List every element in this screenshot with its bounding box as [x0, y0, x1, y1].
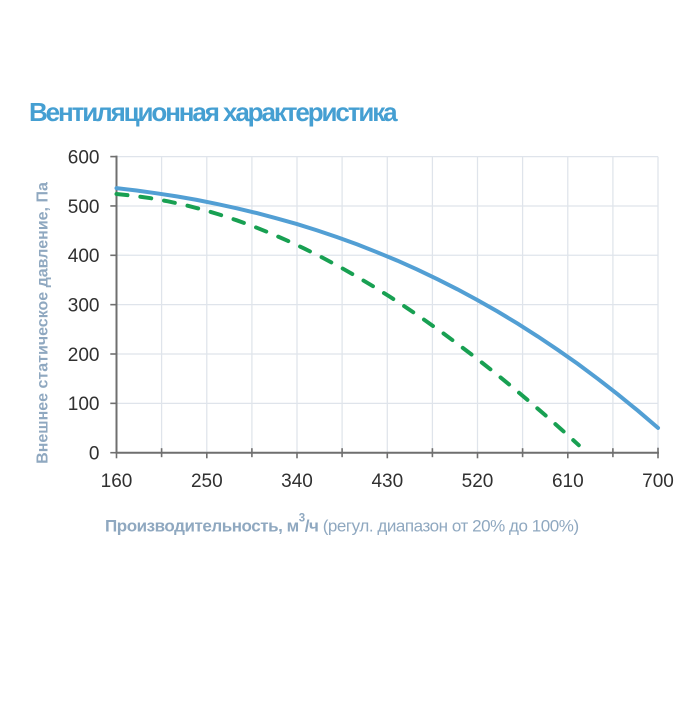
- svg-text:430: 430: [371, 471, 403, 492]
- svg-text:340: 340: [281, 471, 313, 492]
- svg-text:Вентиляционная характеристика: Вентиляционная характеристика: [29, 97, 398, 127]
- svg-text:520: 520: [462, 471, 494, 492]
- svg-text:250: 250: [191, 471, 223, 492]
- svg-text:0: 0: [89, 444, 100, 465]
- svg-text:Внешнее статическое давление,: Внешнее статическое давление, Па: [35, 182, 52, 464]
- svg-text:610: 610: [552, 471, 584, 492]
- svg-text:100: 100: [68, 394, 100, 415]
- svg-text:300: 300: [68, 296, 100, 317]
- svg-text:500: 500: [68, 197, 100, 218]
- svg-text:Производительность, м3/ч (регу: Производительность, м3/ч (регул. диапазо…: [105, 513, 579, 536]
- svg-text:160: 160: [101, 471, 133, 492]
- svg-text:700: 700: [642, 471, 674, 492]
- svg-text:200: 200: [68, 345, 100, 366]
- svg-text:600: 600: [68, 147, 100, 168]
- svg-text:400: 400: [68, 246, 100, 267]
